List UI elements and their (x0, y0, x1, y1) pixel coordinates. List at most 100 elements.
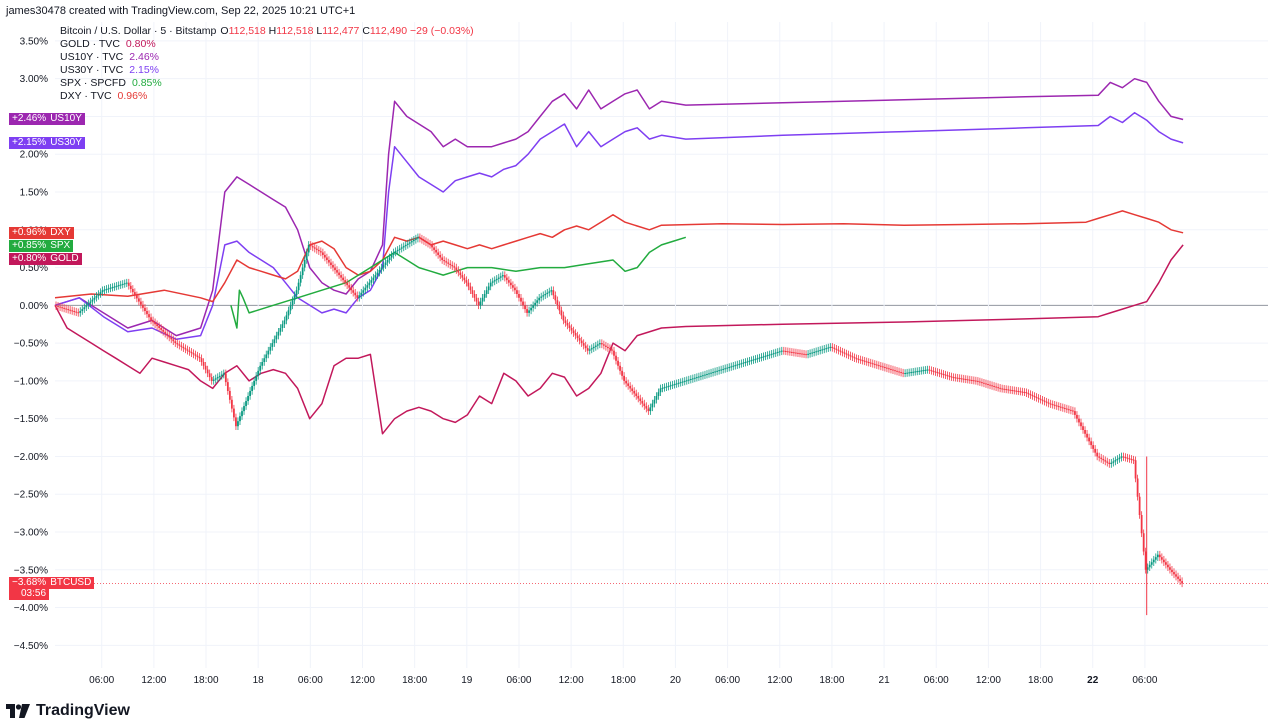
btcusd-candle-body (487, 286, 490, 291)
btcusd-candle-body (101, 290, 104, 293)
btcusd-candle-body (1116, 458, 1119, 461)
series-line-us30y (54, 111, 1184, 341)
btcusd-candle-body (489, 282, 492, 287)
btcusd-candle-body (429, 243, 431, 245)
btcusd-candle-body (360, 292, 363, 296)
btcusd-candle-body (536, 300, 539, 303)
x-tick-label: 21 (879, 675, 891, 686)
series-line-us10y (54, 77, 1184, 337)
btcusd-candle-body (301, 267, 304, 276)
btcusd-candle-body (239, 416, 241, 422)
btcusd-candle-body (572, 330, 575, 334)
btcusd-candle-body (760, 356, 763, 358)
btcusd-candle-body (839, 350, 842, 352)
legend-row[interactable]: DXY · TVC 0.96% (60, 90, 474, 103)
btcusd-candle-body (388, 257, 391, 260)
btcusd-candle-body (643, 403, 646, 407)
badge-us30y[interactable]: +2.15% US30Y (9, 136, 85, 149)
btcusd-candle-body (61, 307, 63, 309)
badge-value: +0.80% (12, 252, 47, 264)
badge-us10y[interactable]: +2.46% US10Y (9, 113, 85, 126)
btcusd-candle-body (902, 372, 904, 374)
legend-row[interactable]: GOLD · TVC 0.80% (60, 38, 474, 51)
btcusd-candle-body (198, 356, 201, 359)
btcusd-candle-body (127, 282, 130, 286)
btcusd-candle-body (71, 310, 74, 312)
btcusd-candle-body (942, 373, 945, 375)
btcusd-candle-body (768, 354, 771, 356)
badge-gold[interactable]: +0.80% GOLD (9, 252, 82, 265)
btcusd-candle-body (611, 349, 613, 351)
btcusd-candle-body (950, 376, 953, 378)
btcusd-candle-body (336, 270, 338, 273)
btcusd-candle-body (97, 294, 100, 296)
btcusd-candle-body (144, 307, 146, 311)
btcusd-candle-body (592, 346, 595, 349)
btcusd-candle-body (645, 406, 648, 409)
btcusd-candle-body (797, 352, 799, 354)
btcusd-candle-body (819, 350, 822, 352)
btcusd-candle-body (142, 304, 144, 308)
btcusd-candle-body (566, 322, 569, 326)
btcusd-candle-body (1051, 404, 1054, 406)
btcusd-candle-body (364, 287, 367, 291)
badge-dxy[interactable]: +0.96% DXY (9, 226, 74, 239)
btcusd-candle-body (439, 254, 442, 258)
btcusd-candle-body (906, 372, 909, 374)
btcusd-candle-body (584, 345, 587, 349)
btcusd-candle-body (665, 386, 668, 388)
btcusd-candle-body (962, 378, 965, 380)
btcusd-candle-body (1084, 430, 1086, 434)
btcusd-candle-body (386, 260, 389, 263)
y-tick-label: −1.50% (14, 414, 48, 425)
legend-main-row[interactable]: Bitcoin / U.S. Dollar · 5 · Bitstamp O11… (60, 25, 474, 38)
btcusd-candle-body (657, 392, 660, 396)
btcusd-candle-body (1063, 407, 1066, 409)
btcusd-candle-body (204, 365, 207, 370)
btcusd-candle-body (706, 373, 708, 375)
btcusd-candle-body (402, 246, 405, 248)
legend-row-value: 2.15% (129, 64, 160, 76)
legend-row[interactable]: US30Y · TVC 2.15% (60, 64, 474, 77)
btcusd-candle-body (892, 369, 894, 371)
btcusd-candle-body (419, 237, 421, 239)
btcusd-candle-body (871, 363, 874, 365)
btcusd-candle-body (843, 352, 846, 354)
badge-btcusd[interactable]: −3.68% BTCUSD (9, 577, 95, 590)
btcusd-candle-body (989, 384, 991, 386)
legend-row[interactable]: US10Y · TVC 2.46% (60, 51, 474, 64)
btcusd-candle-body (639, 398, 642, 402)
legend-row[interactable]: SPX · SPCFD 0.85% (60, 77, 474, 90)
btcusd-candle-body (726, 367, 729, 369)
btcusd-candle-body (356, 295, 359, 298)
btcusd-candle-body (689, 379, 692, 380)
btcusd-candle-body (544, 294, 547, 296)
btcusd-candle-body (67, 309, 70, 311)
btcusd-candle-body (214, 378, 217, 380)
legend-main-symbol: Bitcoin / U.S. Dollar · 5 · Bitstamp (60, 25, 217, 37)
badge-spx[interactable]: +0.85% SPX (9, 239, 74, 252)
btcusd-candle-body (916, 371, 919, 373)
btcusd-candle-body (1158, 554, 1161, 558)
x-tick-label: 12:00 (559, 675, 584, 686)
author-name[interactable]: james30478 (6, 5, 66, 17)
btcusd-candle-body (677, 382, 680, 384)
btcusd-candle-body (671, 384, 674, 386)
btcusd-candle-body (194, 354, 197, 356)
btcusd-candle-body (425, 241, 427, 243)
btcusd-candle-body (467, 282, 470, 287)
btcusd-candle-body (307, 244, 310, 253)
btcusd-candle-body (251, 385, 254, 391)
btcusd-candle-body (605, 345, 607, 347)
btcusd-candle-body (1130, 458, 1133, 460)
btcusd-candle-body (382, 265, 385, 268)
legend-h-value: 112,518 (276, 25, 314, 37)
btcusd-candle-body (1173, 572, 1175, 575)
btcusd-candle-body (1177, 576, 1179, 579)
btcusd-candle-body (150, 317, 152, 321)
btcusd-candle-body (1055, 405, 1058, 407)
btcusd-candle-body (698, 376, 700, 378)
btcusd-candle-body (985, 383, 987, 385)
tradingview-logo[interactable]: TradingView (6, 702, 130, 720)
btcusd-candle-body (117, 285, 120, 287)
